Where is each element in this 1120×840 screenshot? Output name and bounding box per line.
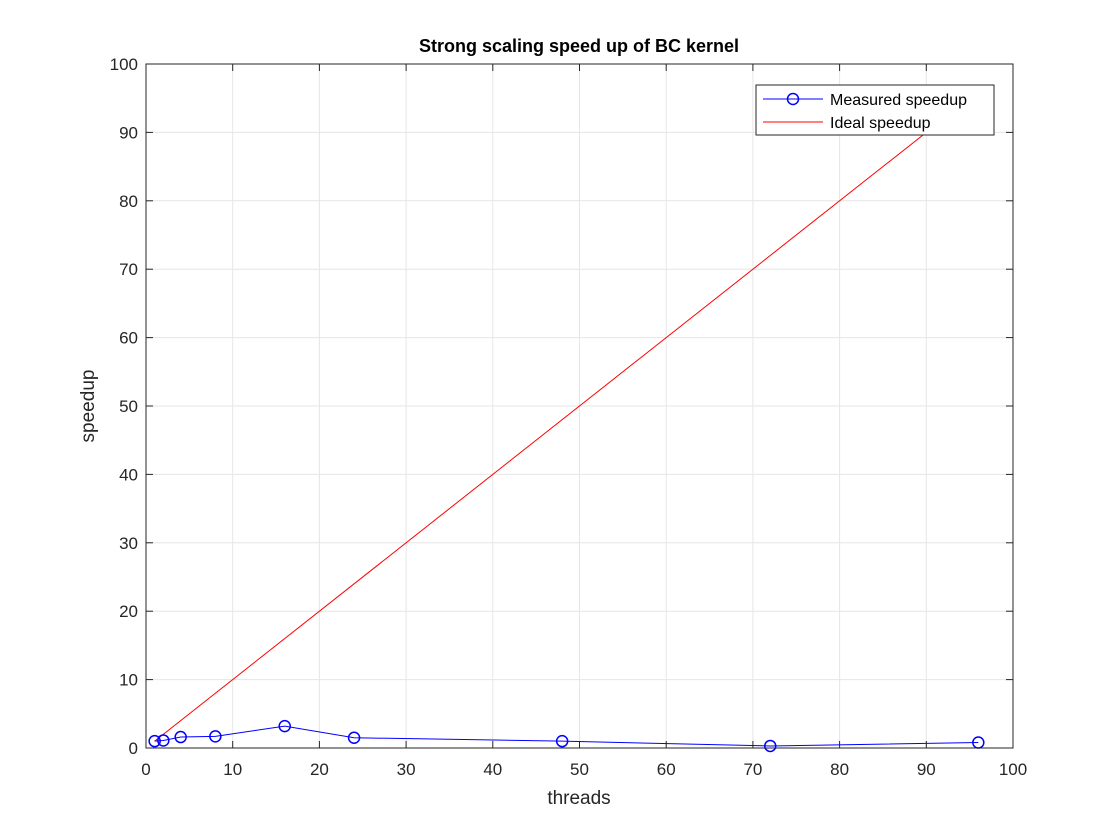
- tick-labels: 0 10 20 30 40 50 60 70 80 90 100 0 10 20 30 40 50 60 70 80 9…: [110, 55, 1028, 779]
- ticks: [145, 63, 1014, 749]
- y-tick-label: 50: [119, 397, 138, 416]
- x-axis-label: threads: [547, 788, 610, 809]
- legend-label-measured: Measured speedup: [830, 92, 967, 109]
- legend-box: [755, 84, 995, 136]
- y-tick-label: 90: [119, 123, 138, 142]
- x-tick-label: 40: [483, 760, 502, 779]
- series-line-measured-speedup: [154, 725, 979, 747]
- data-point-measured-speedup: [209, 730, 222, 743]
- x-tick-label: 20: [310, 760, 329, 779]
- x-tick-label: 50: [570, 760, 589, 779]
- data-point-measured-speedup: [763, 739, 777, 753]
- legend-marker-measured: [786, 92, 800, 106]
- y-tick-label: 10: [119, 671, 138, 690]
- x-tick-label: 80: [830, 760, 849, 779]
- y-tick-label: 60: [119, 329, 138, 348]
- series-line-ideal-speedup: [154, 90, 979, 742]
- legend: Measured speedup Ideal speedup: [755, 84, 995, 136]
- y-tick-label: 40: [119, 465, 138, 484]
- data-point-measured-speedup: [174, 730, 187, 744]
- x-tick-label: 90: [917, 760, 936, 779]
- series-layer: [148, 90, 985, 753]
- data-point-measured-speedup: [278, 719, 291, 733]
- legend-label-ideal: Ideal speedup: [830, 115, 931, 132]
- y-tick-label: 20: [119, 602, 138, 621]
- y-tick-label: 70: [119, 260, 138, 279]
- data-point-measured-speedup: [347, 731, 361, 744]
- y-tick-label: 30: [119, 534, 138, 553]
- y-tick-label: 100: [110, 55, 138, 74]
- x-tick-label: 10: [223, 760, 242, 779]
- data-point-measured-speedup: [157, 734, 170, 747]
- x-tick-label: 30: [397, 760, 416, 779]
- chart-title: Strong scaling speed up of BC kernel: [419, 36, 739, 56]
- y-axis-label: speedup: [78, 370, 99, 443]
- data-point-measured-speedup: [148, 734, 161, 748]
- y-tick-label: 80: [119, 192, 138, 211]
- data-point-measured-speedup: [555, 734, 569, 748]
- x-tick-label: 100: [999, 760, 1027, 779]
- y-tick-label: 0: [129, 739, 138, 758]
- x-tick-label: 0: [141, 760, 150, 779]
- x-tick-label: 60: [657, 760, 676, 779]
- x-tick-label: 70: [743, 760, 762, 779]
